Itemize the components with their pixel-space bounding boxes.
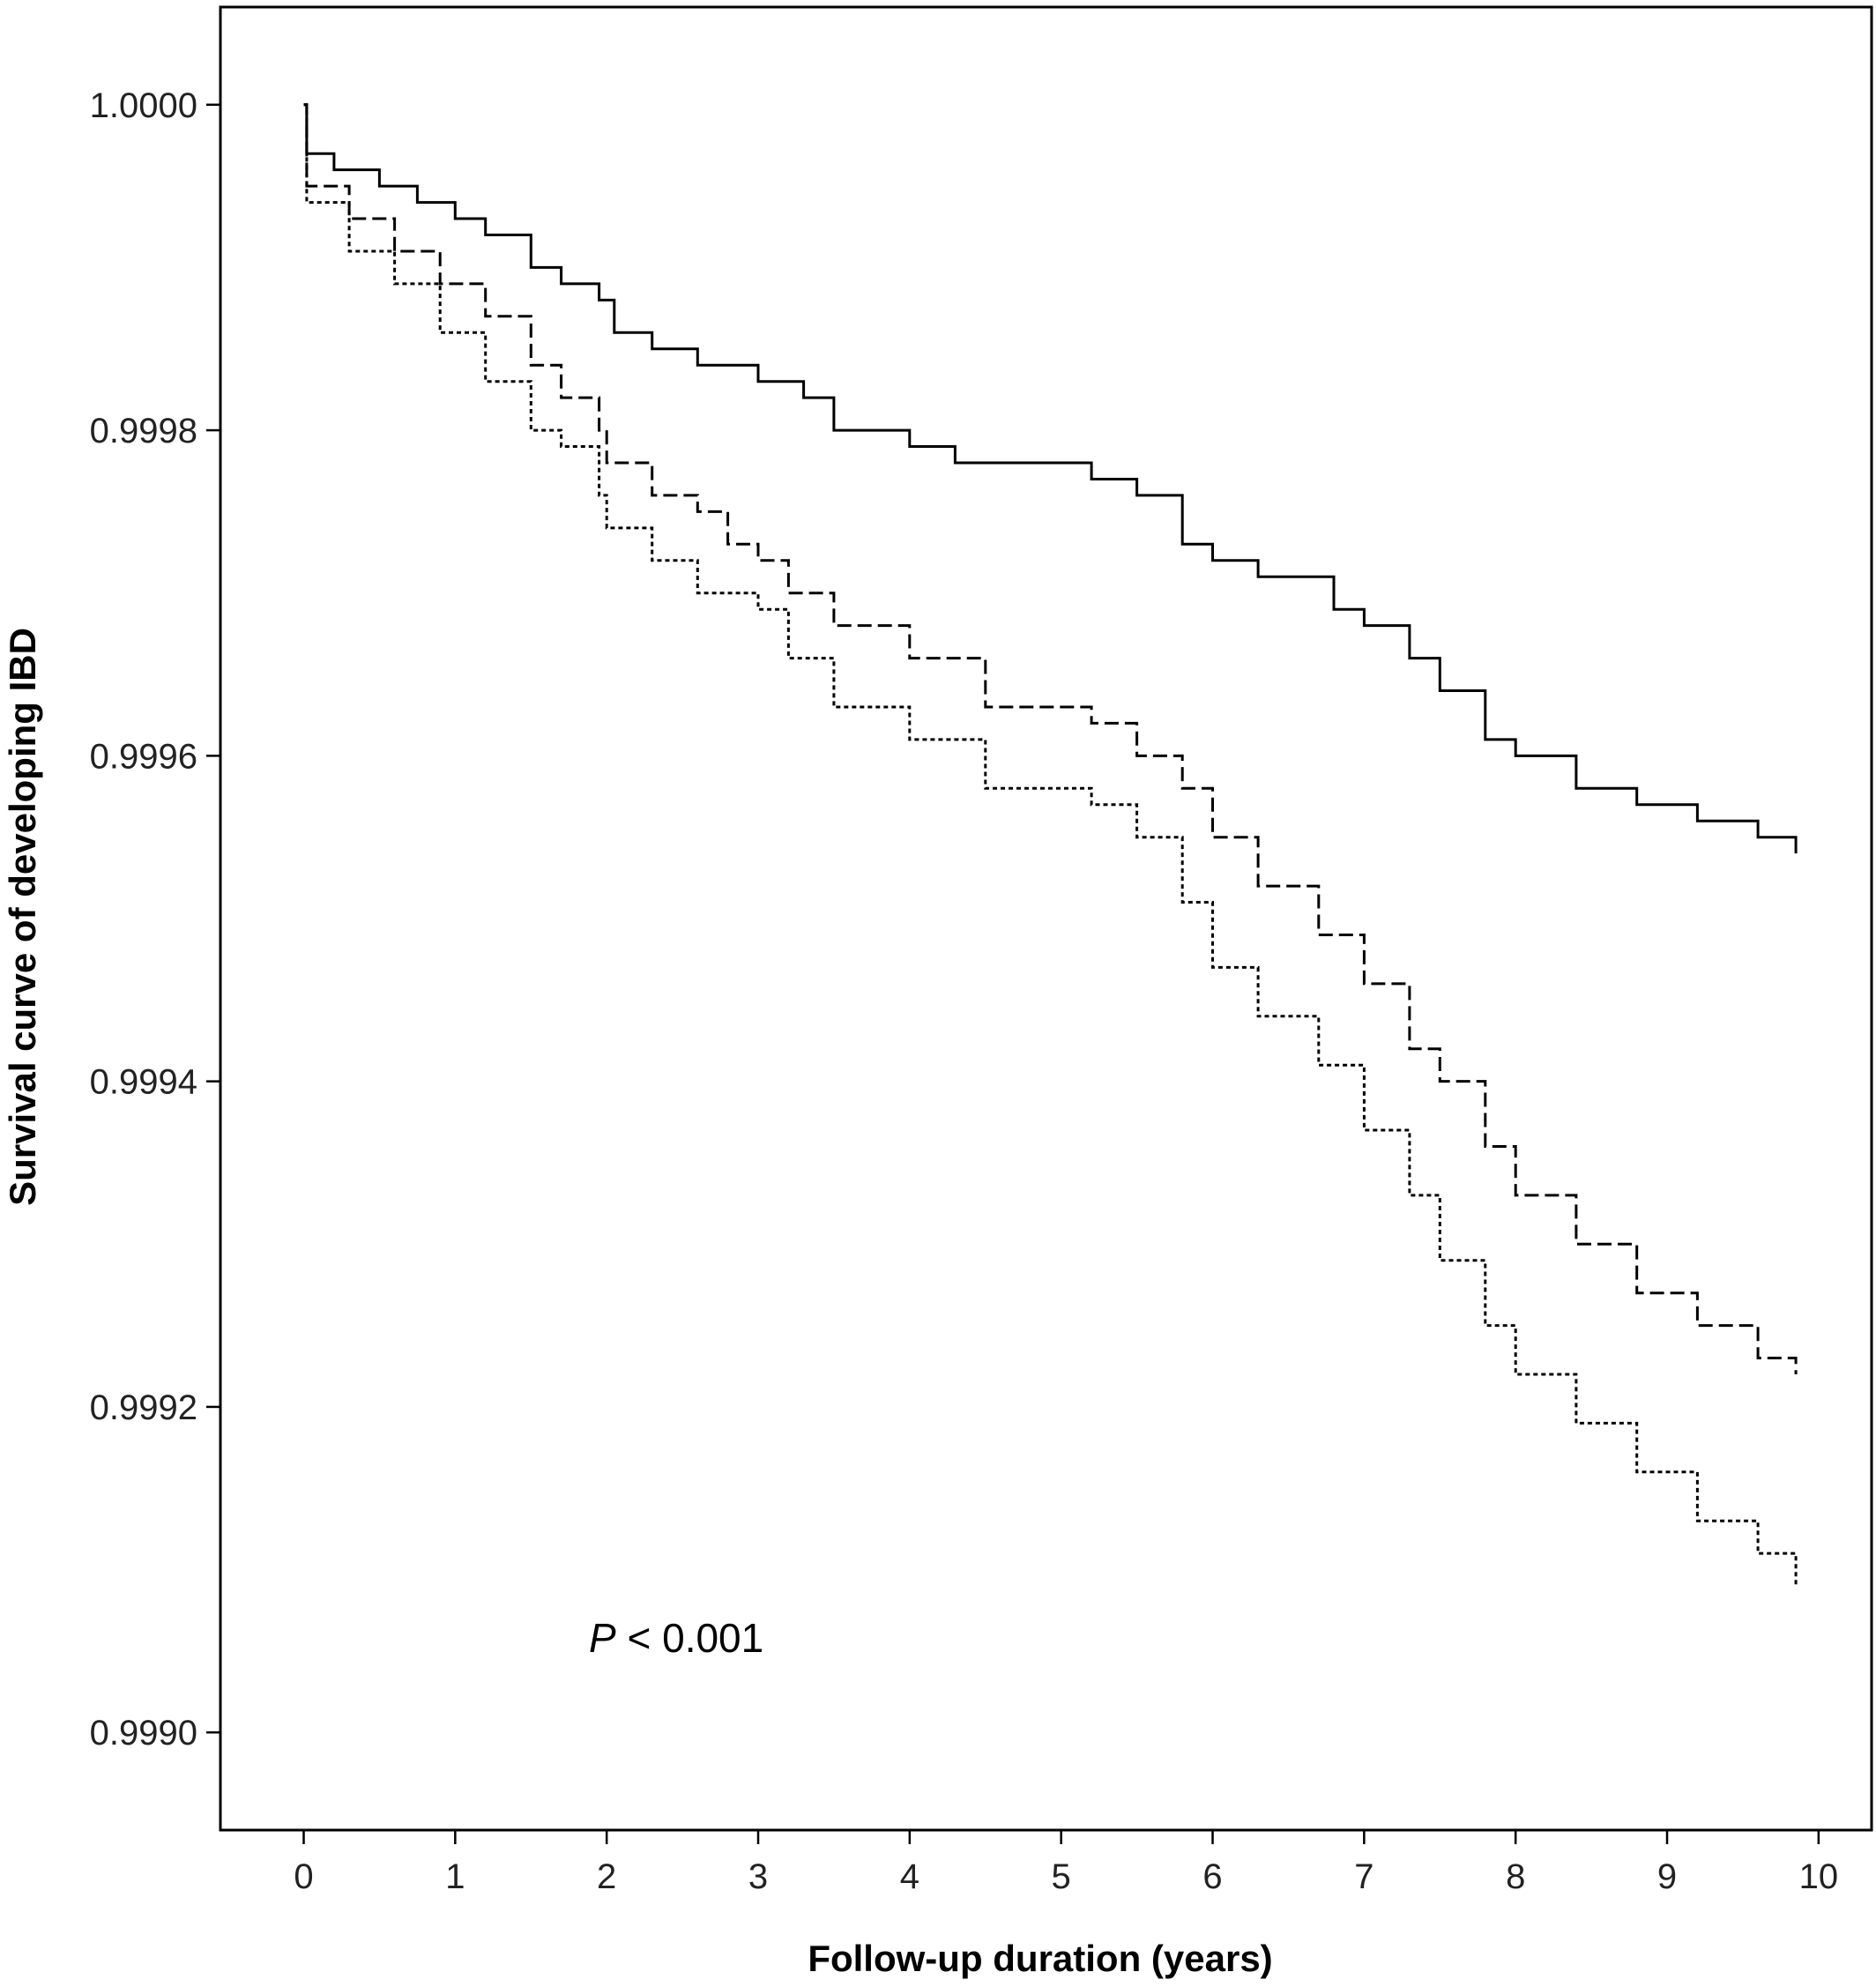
x-axis: 0 1 2 3 4 5 6 7 8 9 10: [294, 1830, 1838, 1896]
x-tick-label: 0: [294, 1857, 313, 1896]
x-axis-title: Follow-up duration (years): [808, 1938, 1272, 1979]
x-tick-label: 1: [445, 1857, 465, 1896]
y-tick-label: 1.0000: [90, 86, 197, 125]
x-tick-label: 3: [748, 1857, 768, 1896]
p-value-symbol: P: [589, 1615, 616, 1661]
series-layer: [303, 103, 1798, 1586]
y-tick-label: 0.9992: [90, 1388, 197, 1427]
x-tick-label: 8: [1506, 1857, 1525, 1896]
y-tick-label: 0.9990: [90, 1714, 197, 1753]
x-tick-label: 6: [1202, 1857, 1222, 1896]
x-tick-label: 2: [597, 1857, 616, 1896]
series-line-solid: [303, 103, 1798, 854]
x-tick-label: 7: [1354, 1857, 1374, 1896]
series-line-dotted: [303, 103, 1798, 1586]
y-axis: 0.9990 0.9992 0.9994 0.9996 0.9998 1.0000: [90, 86, 220, 1753]
series-line-dashed: [303, 103, 1798, 1374]
y-axis-title: Survival curve of developing IBD: [2, 628, 43, 1206]
y-tick-label: 0.9998: [90, 412, 197, 450]
x-tick-label: 9: [1657, 1857, 1677, 1896]
plot-frame: [219, 5, 1873, 1832]
p-value-annotation: P < 0.001: [589, 1615, 763, 1661]
x-tick-label: 10: [1799, 1857, 1839, 1896]
y-tick-label: 0.9996: [90, 737, 197, 776]
y-tick-label: 0.9994: [90, 1063, 197, 1102]
x-tick-label: 5: [1052, 1857, 1071, 1896]
p-value-text: < 0.001: [616, 1615, 764, 1661]
x-tick-label: 4: [900, 1857, 919, 1896]
